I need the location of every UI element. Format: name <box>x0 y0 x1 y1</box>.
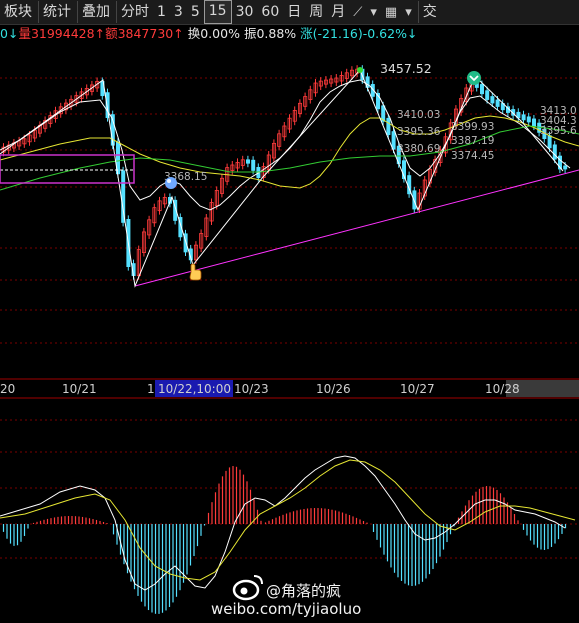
candle-body <box>527 117 530 122</box>
price-label: 3399.93 <box>451 121 494 133</box>
date-axis: 20 10/21 1 10/22,10:00 10/23 10/26 10/27… <box>0 379 579 398</box>
candle-body <box>392 132 395 150</box>
candle-body <box>491 97 494 103</box>
hand-pointer-icon <box>190 264 201 280</box>
watermark-url: weibo.com/tyjiaoluo <box>211 600 361 618</box>
price-label: 3387.19 <box>451 135 494 147</box>
weibo-logo-icon <box>234 576 262 599</box>
date-label: 10/28 <box>485 382 520 396</box>
price-label: 3374.45 <box>451 150 494 162</box>
price-label: 3380.69 <box>397 143 440 155</box>
date-label: 10/21 <box>62 382 97 396</box>
date-label: 10/26 <box>316 382 351 396</box>
date-label: 20 <box>0 382 15 396</box>
macd-grid <box>0 420 579 558</box>
candle-body <box>548 136 551 148</box>
price-label: 3410.03 <box>397 109 440 121</box>
candle-body <box>522 115 525 120</box>
candle-body <box>564 166 567 169</box>
candle-body <box>486 91 489 100</box>
cursor-date-label: 10/22,10:00 <box>158 382 231 396</box>
orb-marker-icon[interactable] <box>165 177 177 189</box>
watermark-handle: @角落的疯 <box>266 582 341 600</box>
price-label: 3395.36 <box>397 126 441 138</box>
date-label: 10/27 <box>400 382 435 396</box>
date-label: 1 <box>147 382 155 396</box>
date-label: 10/23 <box>234 382 269 396</box>
candle-body <box>252 160 255 170</box>
candle-body <box>387 118 390 134</box>
high-price-label: 3457.52 <box>380 61 432 76</box>
price-annotations: 3457.52 3410.03 3395.36 3380.69 3399.93 … <box>164 61 577 183</box>
selection-box <box>0 155 134 183</box>
candle-body <box>532 119 535 126</box>
candle-body <box>480 84 483 93</box>
badge-icon[interactable] <box>467 71 481 85</box>
candle-body <box>553 145 556 159</box>
price-label: 3395.6 <box>540 125 577 137</box>
candle-body <box>496 100 499 106</box>
candle-body <box>246 160 249 163</box>
